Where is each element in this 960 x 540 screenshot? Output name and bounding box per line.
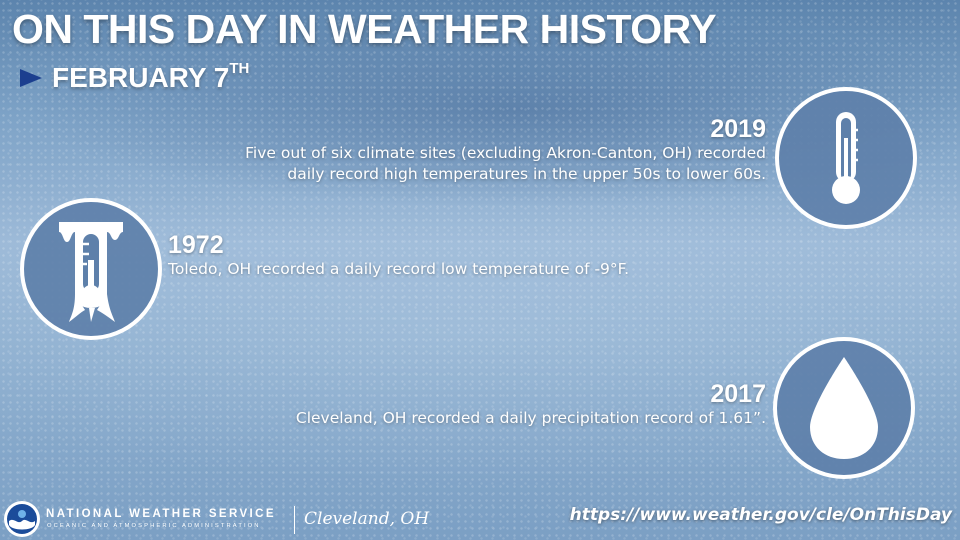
footer-divider xyxy=(294,506,295,534)
play-arrow-icon xyxy=(20,69,42,87)
raindrop-icon xyxy=(810,357,878,459)
office-name: Cleveland, OH xyxy=(304,509,430,529)
event-1972: 1972 Toledo, OH recorded a daily record … xyxy=(168,231,629,280)
date-suffix: TH xyxy=(229,60,250,77)
thermometer-icon xyxy=(832,112,860,204)
date-text: FEBRUARY 7 xyxy=(52,62,230,93)
page-title: ON THIS DAY IN WEATHER HISTORY xyxy=(12,6,717,52)
event-2017: 2017 Cleveland, OH recorded a daily prec… xyxy=(296,380,766,429)
event-year: 1972 xyxy=(168,231,224,259)
noaa-logo xyxy=(4,501,40,537)
event-year: 2017 xyxy=(710,380,766,408)
frozen-thermometer-icon xyxy=(59,222,123,322)
event-2019: 2019 Five out of six climate sites (excl… xyxy=(245,115,766,185)
agency-subtitle: OCEANIC AND ATMOSPHERIC ADMINISTRATION xyxy=(47,523,261,529)
event-description-line-1: Five out of six climate sites (excluding… xyxy=(245,144,766,162)
event-description: Cleveland, OH recorded a daily precipita… xyxy=(295,409,766,427)
agency-name: NATIONAL WEATHER SERVICE xyxy=(46,508,276,520)
event-year: 2019 xyxy=(710,115,766,143)
raindrop-circle xyxy=(773,337,915,479)
noaa-logo-icon xyxy=(7,504,37,534)
date-heading: FEBRUARY 7TH xyxy=(52,60,250,94)
thermometer-circle xyxy=(775,87,917,229)
on-this-day-link[interactable]: https://www.weather.gov/cle/OnThisDay xyxy=(569,505,952,525)
event-description: Toledo, OH recorded a daily record low t… xyxy=(168,260,630,278)
frozen-thermometer-circle xyxy=(20,198,162,340)
date-row: FEBRUARY 7TH xyxy=(20,60,250,94)
event-description-line-2: daily record high temperatures in the up… xyxy=(287,165,766,183)
